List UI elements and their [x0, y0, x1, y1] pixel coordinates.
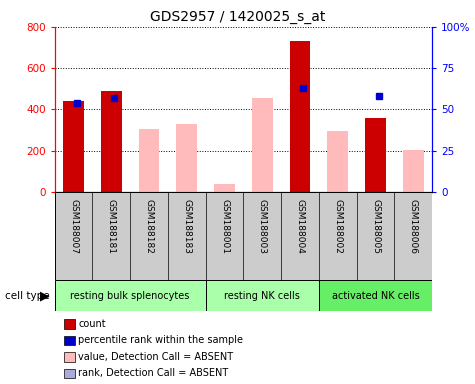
Bar: [319, 280, 432, 311]
Text: ▶: ▶: [40, 289, 50, 302]
Bar: [176, 124, 197, 192]
Text: GSM188006: GSM188006: [409, 199, 418, 254]
Bar: [206, 280, 319, 311]
Text: GSM188003: GSM188003: [258, 199, 267, 254]
Text: value, Detection Call = ABSENT: value, Detection Call = ABSENT: [78, 352, 234, 362]
Text: GSM188005: GSM188005: [371, 199, 380, 254]
Text: activated NK cells: activated NK cells: [332, 291, 419, 301]
Text: percentile rank within the sample: percentile rank within the sample: [78, 335, 243, 345]
Text: GSM188001: GSM188001: [220, 199, 229, 254]
Text: GSM188007: GSM188007: [69, 199, 78, 254]
Bar: [55, 280, 206, 311]
Text: GSM188002: GSM188002: [333, 199, 342, 254]
Bar: [139, 129, 160, 192]
Text: cell type: cell type: [5, 291, 49, 301]
Text: GDS2957 / 1420025_s_at: GDS2957 / 1420025_s_at: [150, 10, 325, 23]
Text: resting NK cells: resting NK cells: [224, 291, 300, 301]
Text: rank, Detection Call = ABSENT: rank, Detection Call = ABSENT: [78, 368, 228, 378]
Bar: [365, 118, 386, 192]
Bar: [101, 91, 122, 192]
Bar: [290, 41, 311, 192]
Text: count: count: [78, 319, 106, 329]
Bar: [403, 150, 424, 192]
Text: GSM188004: GSM188004: [295, 199, 304, 254]
Bar: [55, 192, 432, 280]
Bar: [63, 101, 84, 192]
Bar: [252, 98, 273, 192]
Text: GSM188183: GSM188183: [182, 199, 191, 254]
Bar: [327, 131, 348, 192]
Text: resting bulk splenocytes: resting bulk splenocytes: [70, 291, 190, 301]
Text: GSM188182: GSM188182: [144, 199, 153, 254]
Bar: [214, 184, 235, 192]
Text: GSM188181: GSM188181: [107, 199, 116, 254]
